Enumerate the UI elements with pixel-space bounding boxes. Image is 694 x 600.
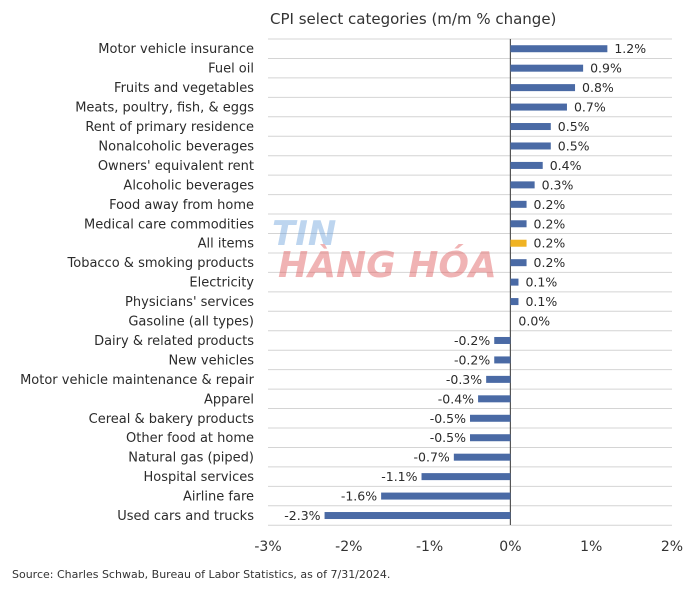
bar [494, 336, 511, 344]
value-label: 0.4% [550, 158, 582, 173]
value-label: -0.2% [454, 333, 490, 348]
value-label: 0.2% [534, 197, 566, 212]
bar [510, 259, 527, 267]
category-label: Tobacco & smoking products [67, 256, 255, 271]
category-label: Fuel oil [208, 62, 254, 77]
value-label: -0.5% [430, 411, 466, 426]
category-label: Rent of primary residence [85, 120, 254, 135]
category-label: Nonalcoholic beverages [98, 139, 254, 154]
category-label: Physicians' services [125, 295, 254, 310]
value-label: -0.5% [430, 430, 466, 445]
value-label: 0.8% [582, 80, 614, 95]
value-label: 0.2% [534, 236, 566, 251]
watermark-line1: TIN [272, 214, 336, 254]
value-labels: 1.2% 0.9% 0.8% 0.7% 0.5% 0.5% 0.4% 0.3% 0.2% 0.2%… [284, 41, 646, 523]
value-label: 0.7% [574, 100, 606, 115]
category-label: New vehicles [168, 353, 254, 368]
x-tick-label: -2% [335, 539, 362, 555]
bar [510, 278, 519, 286]
bar [453, 453, 511, 461]
category-label: Electricity [189, 276, 254, 291]
category-label: Owners' equivalent rent [98, 159, 254, 174]
category-label: Fruits and vegetables [114, 81, 254, 96]
value-label: 0.2% [534, 255, 566, 270]
category-label: Motor vehicle maintenance & repair [20, 373, 255, 388]
bar [510, 200, 527, 208]
watermark-line2: HÀNG HÓA [278, 244, 497, 286]
value-label: -0.3% [446, 372, 482, 387]
x-tick-label: 1% [580, 539, 602, 555]
bar [510, 45, 608, 53]
value-label: 0.0% [518, 314, 550, 329]
bar [510, 161, 543, 169]
value-label: 0.1% [525, 294, 557, 309]
category-label: Dairy & related products [94, 334, 254, 349]
value-label: -1.6% [341, 489, 377, 504]
chart-grid [268, 38, 672, 526]
bar [510, 84, 576, 92]
source-note: Source: Charles Schwab, Bureau of Labor … [12, 568, 390, 581]
bar [494, 356, 511, 364]
value-label: 0.5% [558, 119, 590, 134]
bar [510, 220, 527, 228]
bar [510, 64, 584, 72]
category-label: Meats, poultry, fish, & eggs [75, 101, 254, 116]
x-axis-ticks: -3% -2% -1% 0% 1% 2% [254, 539, 683, 555]
bar [510, 181, 535, 189]
category-label: Used cars and trucks [117, 509, 254, 524]
bar [510, 298, 519, 306]
bar [421, 473, 511, 481]
value-label: 1.2% [614, 41, 646, 56]
chart-bars [324, 45, 608, 520]
value-label: -2.3% [284, 508, 320, 523]
bar [510, 142, 551, 150]
bar [510, 103, 567, 111]
value-label: 0.1% [525, 275, 557, 290]
x-tick-label: -3% [254, 539, 281, 555]
x-tick-label: 2% [661, 539, 683, 555]
value-label: 0.3% [542, 177, 574, 192]
category-label: Cereal & bakery products [89, 412, 255, 427]
chart-title: CPI select categories (m/m % change) [270, 10, 556, 28]
bar [478, 395, 511, 403]
bar [510, 239, 527, 247]
category-label: Airline fare [183, 490, 254, 505]
category-label: Other food at home [126, 431, 254, 446]
category-label: Natural gas (piped) [128, 451, 254, 466]
category-label: All items [198, 237, 255, 252]
value-label: 0.9% [590, 61, 622, 76]
bar [486, 375, 511, 383]
bar [324, 512, 511, 520]
value-label: -0.7% [414, 450, 450, 465]
category-labels: Motor vehicle insurance Fuel oil Fruits an… [20, 42, 255, 524]
category-label: Alcoholic beverages [123, 178, 254, 193]
category-label: Apparel [204, 392, 254, 407]
bar [470, 414, 511, 422]
category-label: Motor vehicle insurance [98, 42, 254, 57]
category-label: Hospital services [143, 470, 254, 485]
value-label: -0.4% [438, 391, 474, 406]
watermark-logo: TIN HÀNG HÓA [272, 214, 497, 286]
value-label: -0.2% [454, 352, 490, 367]
bar [470, 434, 511, 442]
category-label: Gasoline (all types) [128, 315, 254, 330]
category-label: Medical care commodities [84, 217, 254, 232]
bar [510, 123, 551, 131]
bar [381, 492, 511, 500]
x-tick-label: 0% [499, 539, 521, 555]
value-label: 0.5% [558, 138, 590, 153]
x-tick-label: -1% [416, 539, 443, 555]
category-label: Food away from home [109, 198, 254, 213]
value-label: -1.1% [381, 469, 417, 484]
value-label: 0.2% [534, 216, 566, 231]
